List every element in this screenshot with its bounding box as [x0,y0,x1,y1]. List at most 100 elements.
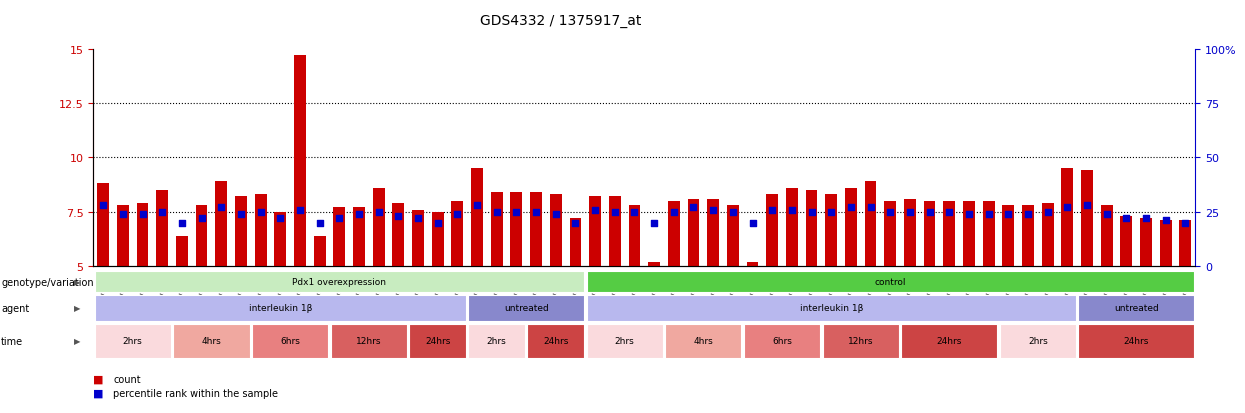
Bar [195,206,208,266]
Bar [924,202,935,266]
Bar [944,202,955,266]
Bar [1081,171,1093,266]
Bar [354,208,365,266]
Text: 2hrs: 2hrs [1028,337,1048,346]
Bar [215,182,227,266]
Point [133,211,153,218]
Bar [964,202,975,266]
Point [1155,218,1175,224]
Bar [97,184,110,266]
Point [840,204,860,211]
Point [388,213,408,220]
Bar [766,195,778,266]
Text: 6hrs: 6hrs [772,337,792,346]
Text: 2hrs: 2hrs [487,337,507,346]
Text: ▶: ▶ [73,278,81,286]
Text: untreated: untreated [1114,304,1159,313]
Point [860,204,880,211]
Point [545,211,565,218]
Point [939,209,959,216]
Bar [1062,169,1073,266]
Point [93,202,113,209]
Point [1097,211,1117,218]
Point [1037,209,1057,216]
Text: control: control [874,278,906,286]
Text: Pdx1 overexpression: Pdx1 overexpression [293,278,386,286]
Point [310,220,330,226]
Text: count: count [113,374,141,384]
Point [959,211,979,218]
Bar [845,188,857,266]
Bar [452,202,463,266]
Point [408,216,428,222]
Text: interleukin 1β: interleukin 1β [249,304,312,313]
Bar [727,206,738,266]
Point [605,209,625,216]
Text: GDS4332 / 1375917_at: GDS4332 / 1375917_at [479,14,641,28]
Bar [235,197,247,266]
Text: 2hrs: 2hrs [123,337,143,346]
Text: agent: agent [1,303,30,313]
Text: ▶: ▶ [73,337,81,346]
Bar [1160,221,1172,266]
Point [684,204,703,211]
Bar [1042,204,1053,266]
Point [172,220,192,226]
Bar [314,236,325,266]
Point [585,206,605,213]
Bar [530,192,542,266]
Point [1135,216,1155,222]
Bar [255,195,266,266]
Point [1175,220,1195,226]
Text: ▶: ▶ [73,304,81,313]
Point [428,220,448,226]
Bar [649,262,660,266]
Bar [334,208,345,266]
Text: 24hrs: 24hrs [425,337,451,346]
Text: percentile rank within the sample: percentile rank within the sample [113,388,279,398]
Point [330,216,350,222]
Bar [687,199,700,266]
Point [232,211,251,218]
Bar [392,204,405,266]
Bar [1140,219,1152,266]
Point [998,211,1018,218]
Bar [1002,206,1015,266]
Bar [904,199,916,266]
Point [270,216,290,222]
Bar [747,262,758,266]
Point [212,204,232,211]
Bar [274,212,286,266]
Bar [1179,221,1191,266]
Point [742,220,762,226]
Text: 12hrs: 12hrs [356,337,381,346]
Point [762,206,782,213]
Text: 4hrs: 4hrs [202,337,222,346]
Point [369,209,388,216]
Bar [806,190,818,266]
Point [625,209,645,216]
Bar [372,188,385,266]
Point [527,209,547,216]
Bar [550,195,561,266]
Point [979,211,998,218]
Point [250,209,270,216]
Text: ■: ■ [93,374,103,384]
Bar [667,202,680,266]
Point [900,209,920,216]
Point [447,211,467,218]
Text: 24hrs: 24hrs [1123,337,1149,346]
Bar [786,188,798,266]
Point [920,209,940,216]
Point [290,206,310,213]
Text: genotype/variation: genotype/variation [1,277,93,287]
Bar [1022,206,1033,266]
Bar [117,206,128,266]
Point [467,202,487,209]
Bar [432,212,443,266]
Point [565,220,585,226]
Point [113,211,133,218]
Text: 24hrs: 24hrs [543,337,569,346]
Point [1057,204,1077,211]
Point [644,220,664,226]
